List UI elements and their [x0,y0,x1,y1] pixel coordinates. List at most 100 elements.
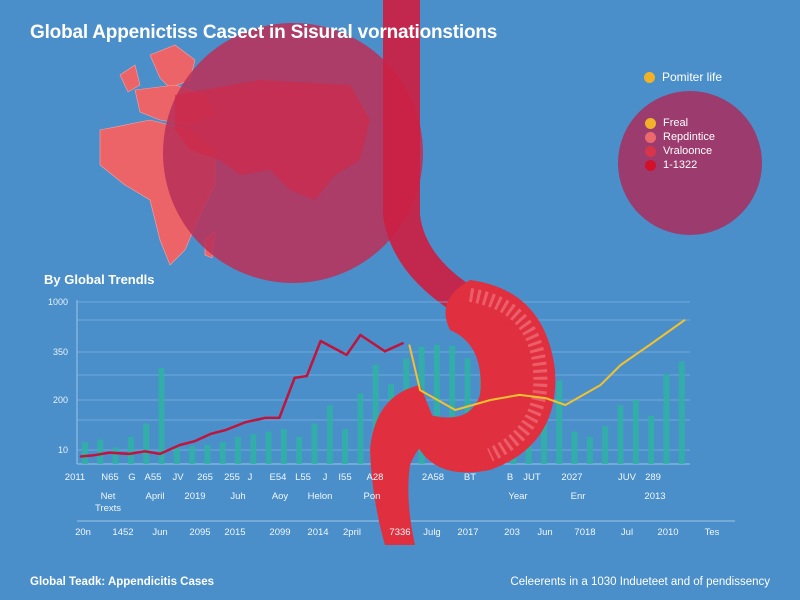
x-tick-label: N65 [101,472,119,483]
x-tick-label: 2019 [184,491,206,502]
x-tick-label: JV [172,472,184,483]
line-point [319,340,322,342]
x-tick-label: JUT [523,472,541,483]
bar [678,361,685,464]
line-point [419,389,421,391]
x-tick-label: 2011 [64,472,86,483]
legend-item: 1-1322 [645,159,715,171]
bar [189,446,196,464]
bar [571,431,578,464]
bar [449,345,456,464]
line-point [93,454,95,457]
bar [158,368,165,464]
x-tick-label: Aoy [271,491,289,502]
line-point [244,421,247,423]
x-tick-label: 2pril [343,527,361,538]
x-tick-label: Juh [230,491,246,502]
legend-item: Repdintice [645,131,715,143]
bar [617,405,624,464]
bar [82,442,88,464]
line-point [402,342,405,344]
line-point [278,417,281,419]
line-point [264,417,267,419]
bar [433,345,440,464]
bar [296,436,303,464]
bar [173,447,180,464]
chart-title: By Global Trendls [44,272,155,287]
legend-dot-icon [645,145,656,157]
legend-top-item: Pomiter life [644,70,722,84]
line-point [648,344,651,346]
bar [311,423,318,464]
bar [648,415,655,464]
line-point [209,433,212,435]
line-point [683,319,686,321]
legend-dot-icon [645,159,656,171]
line-point [128,453,131,455]
x-tick-label: Net Trexts [94,491,122,514]
legend-label: 1-1322 [663,159,698,171]
x-tick-label: Year [508,491,528,502]
x-tick-label: 2010 [657,527,679,538]
bar [357,393,364,464]
x-tick-label: 7336 [389,527,411,538]
globe-landmass [175,80,370,200]
x-tick-label: 7018 [574,527,596,538]
x-tick-label: J [247,472,253,483]
line-point [619,364,622,366]
bar [127,436,134,464]
x-tick-label: A55 [144,472,162,483]
x-tick-label: 2014 [307,527,329,538]
legend-label: Pomiter life [662,70,723,84]
legend: Freal Repdintice Vraloonce 1-1322 [645,117,715,171]
x-tick-label: 265 [197,472,213,483]
line-point [108,451,111,454]
x-tick-label: 2013 [644,491,666,502]
x-tick-label: Enr [570,491,586,502]
y-tick-label: 1000 [48,297,69,307]
bar [250,434,257,464]
x-tick-label: 2017 [457,527,479,538]
x-tick-label: 203 [504,527,520,538]
bar [235,436,241,464]
x-tick-label: April [145,491,165,502]
legend-dot-icon [645,131,656,143]
line-point [454,409,457,411]
legend-label: Vraloonce [663,145,713,157]
x-tick-label: Jun [537,527,553,538]
bar [372,364,379,464]
y-tick-label: 200 [53,395,69,405]
legend-item: Vraloonce [645,145,715,157]
x-tick-label: 255 [224,472,240,483]
x-tick-label: L55 [295,472,311,483]
footer-note: Celeerents in a 1030 Indueteet and of pe… [510,576,770,588]
bar [143,423,150,464]
y-tick-label: 10 [58,445,69,455]
bar [586,436,593,464]
legend-dot-icon [644,71,655,83]
x-tick-label: A28 [366,472,384,483]
x-tick-label: BT [463,472,477,483]
x-tick-label: Tes [704,527,720,538]
x-tick-label: Pon [363,491,381,502]
x-tick-label: J [322,472,328,483]
bar [602,426,609,464]
x-tick-label: Jun [152,527,168,538]
line-point [143,450,146,453]
intestine-tube [383,0,470,310]
line-point [224,429,227,431]
line-point [79,455,82,458]
stomach-illustration [370,280,556,545]
bar [265,431,272,464]
x-tick-label: 20n [75,527,91,538]
bar [464,358,471,464]
footer-caption: Global Teadk: Appendicitis Cases [30,576,215,588]
line-point [599,384,602,386]
legend-label: Repdintice [663,131,715,143]
x-tick-label: 2015 [224,527,246,538]
bar [219,442,226,464]
legend-label: Freal [663,117,689,129]
line-point [408,344,411,346]
x-tick-label: 2A58 [421,472,445,483]
line-point [544,397,547,399]
